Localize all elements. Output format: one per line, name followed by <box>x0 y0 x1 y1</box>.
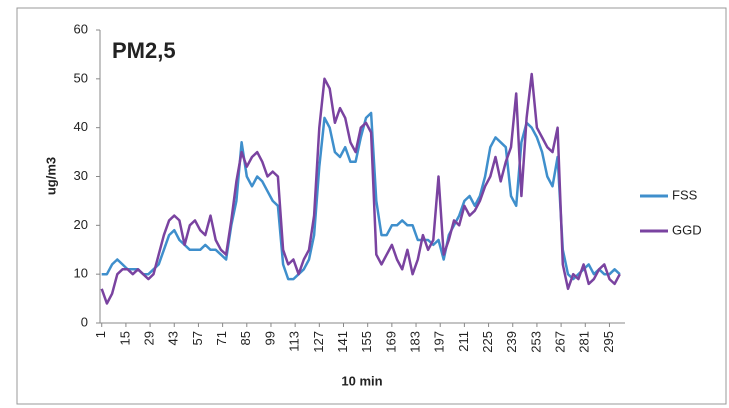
y-axis-label: ug/m3 <box>43 157 58 195</box>
x-tick-label: 85 <box>238 331 253 345</box>
x-tick-label: 253 <box>528 331 543 353</box>
x-tick-label: 197 <box>432 331 447 353</box>
x-tick-label: 211 <box>456 331 471 352</box>
x-tick-label: 57 <box>190 331 205 345</box>
x-tick-label: 1 <box>93 331 108 338</box>
x-tick-label: 281 <box>577 331 592 353</box>
x-axis-label: 10 min <box>341 373 382 388</box>
x-tick-label: 71 <box>214 331 229 345</box>
y-tick-label: 40 <box>74 119 88 134</box>
x-tick-label: 29 <box>142 331 157 345</box>
x-tick-label: 113 <box>287 331 302 352</box>
x-tick-label: 141 <box>335 331 350 353</box>
legend-label: GGD <box>672 222 702 237</box>
x-tick-label: 239 <box>504 331 519 353</box>
y-tick-label: 30 <box>74 168 88 183</box>
y-tick-label: 50 <box>74 70 88 85</box>
x-tick-label: 267 <box>553 331 568 353</box>
series-line <box>100 72 621 305</box>
y-tick-label: 0 <box>81 314 88 329</box>
legend-label: FSS <box>672 187 698 202</box>
y-tick-label: 10 <box>74 266 88 281</box>
series-line <box>101 111 621 281</box>
chart-title: PM2,5 <box>112 38 176 63</box>
chart-frame <box>16 7 727 405</box>
x-tick-label: 127 <box>311 331 326 353</box>
x-tick-label: 15 <box>117 331 132 345</box>
x-tick-label: 169 <box>383 331 398 353</box>
y-tick-label: 60 <box>74 21 88 36</box>
y-tick-label: 20 <box>74 217 88 232</box>
x-tick-label: 183 <box>407 331 422 353</box>
x-tick-label: 225 <box>480 331 495 353</box>
x-tick-label: 295 <box>601 331 616 353</box>
x-tick-label: 43 <box>166 331 181 345</box>
x-tick-label: 99 <box>262 331 277 345</box>
x-tick-label: 155 <box>359 331 374 353</box>
